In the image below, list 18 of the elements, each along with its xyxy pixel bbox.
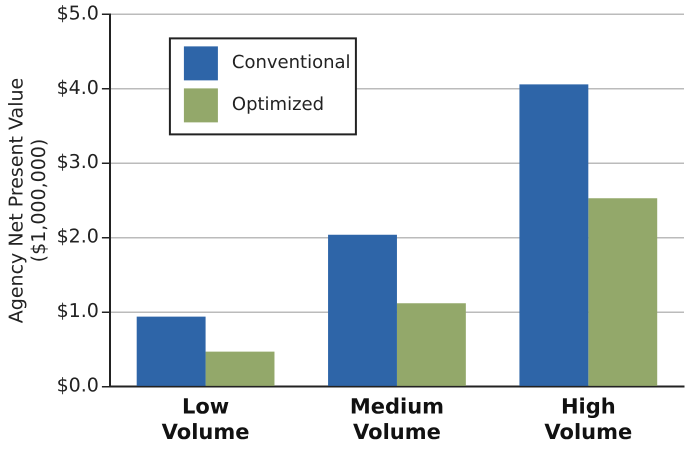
y-tick-label: $3.0: [56, 151, 99, 174]
x-tick-label: Medium Volume: [350, 394, 444, 444]
bar: [396, 303, 466, 386]
bar: [206, 352, 274, 386]
y-tick-label: $2.0: [56, 226, 99, 248]
bar: [519, 84, 588, 386]
legend-label: Conventional: [232, 52, 351, 74]
bar: [328, 234, 397, 386]
x-tick-label: Low Volume: [162, 394, 250, 444]
bar: [136, 316, 206, 386]
y-tick-label: $4.0: [56, 76, 99, 99]
y-tick-label: $1.0: [56, 300, 99, 322]
x-tick-label: High Volume: [544, 394, 632, 444]
y-tick-label: $5.0: [56, 2, 99, 24]
bar: [588, 198, 658, 386]
y-tick-label: $0.0: [56, 374, 99, 397]
legend-label: Optimized: [232, 94, 324, 116]
y-axis-title: Agency Net Present Value ($1,000,000): [5, 78, 50, 324]
